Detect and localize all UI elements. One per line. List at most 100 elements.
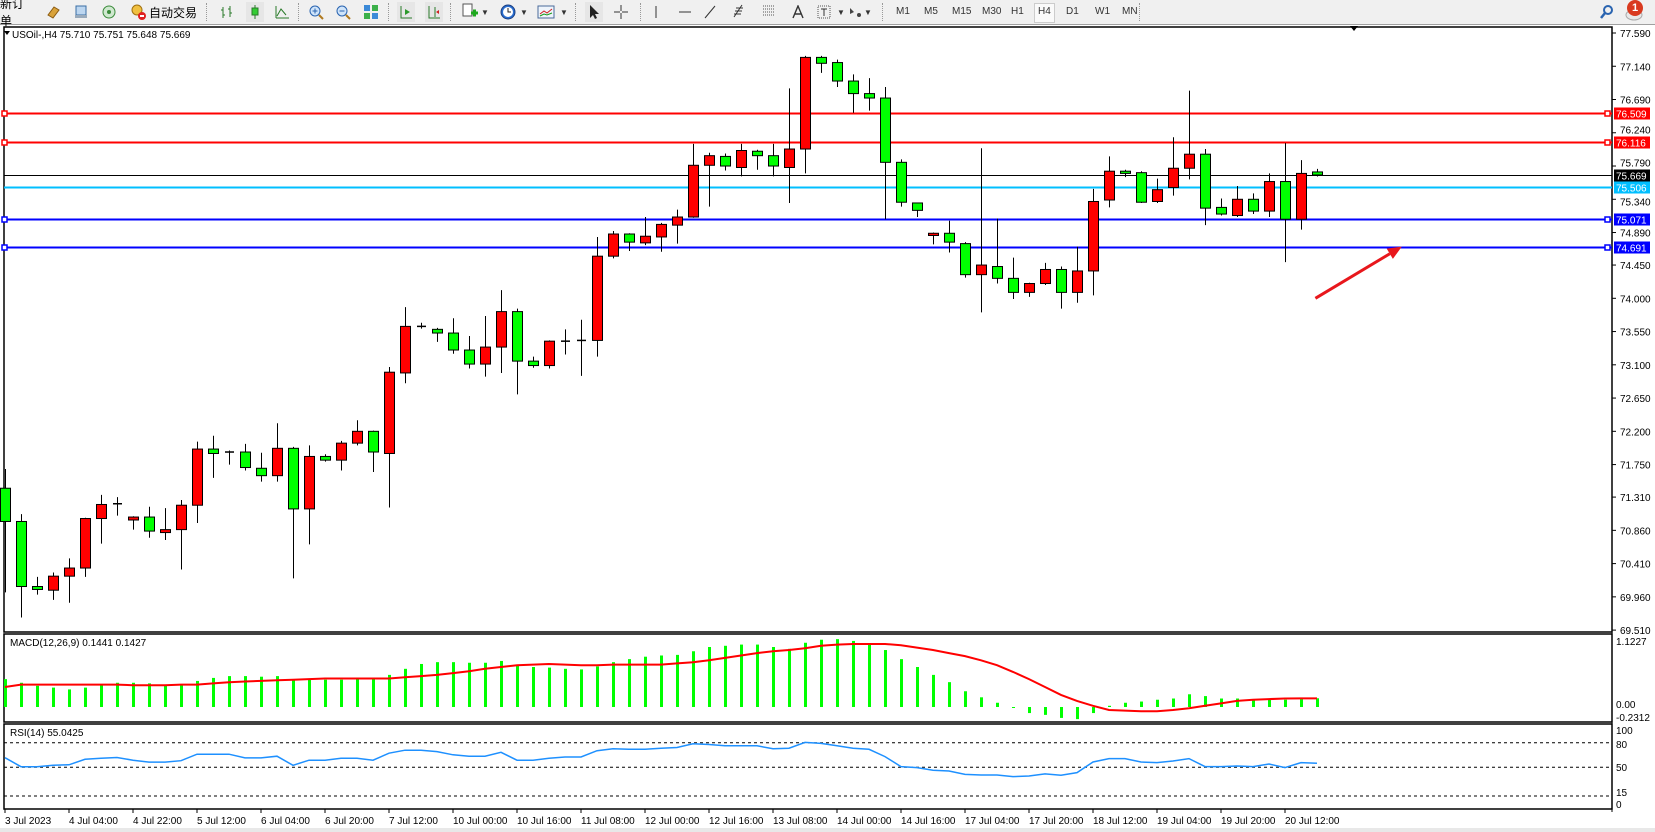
candle[interactable] (1264, 173, 1275, 218)
candle[interactable] (304, 445, 315, 545)
timeframe-h4[interactable]: H4 (1034, 3, 1055, 23)
candle[interactable] (240, 443, 251, 471)
candle[interactable] (480, 316, 491, 377)
text-icon[interactable] (790, 2, 806, 22)
candle[interactable] (1104, 156, 1115, 208)
candle[interactable] (128, 516, 139, 530)
bar-chart-icon[interactable] (218, 2, 236, 22)
tile-windows-icon[interactable] (362, 2, 380, 22)
candle[interactable] (624, 233, 635, 252)
line-handle[interactable] (1604, 216, 1611, 223)
timeframe-m15[interactable]: M15 (952, 6, 972, 17)
candle[interactable] (512, 308, 523, 395)
trendline-icon[interactable] (702, 2, 718, 22)
new-order-button[interactable]: 新订单 (0, 0, 34, 28)
periods-dropdown[interactable]: ▼ (520, 2, 528, 22)
candle[interactable] (272, 423, 283, 482)
candle[interactable] (1120, 169, 1131, 178)
auto-scroll-icon[interactable] (397, 2, 415, 22)
candle[interactable] (496, 290, 507, 373)
candle[interactable] (288, 446, 299, 579)
timeframe-m30[interactable]: M30 (982, 6, 1002, 17)
notification-badge[interactable]: 1 (1627, 0, 1643, 16)
candle[interactable] (704, 152, 715, 207)
annotation-arrow[interactable] (1314, 252, 1391, 300)
candle[interactable] (417, 322, 426, 329)
candle[interactable] (80, 517, 91, 577)
market-watch-icon[interactable] (44, 2, 62, 22)
candle[interactable] (448, 318, 459, 354)
candle[interactable] (976, 148, 987, 313)
timeframe-h1[interactable]: H1 (1011, 6, 1024, 17)
candle[interactable] (608, 231, 619, 259)
line-handle[interactable] (1604, 244, 1611, 251)
templates-dropdown[interactable]: ▼ (560, 2, 568, 22)
candle[interactable] (225, 450, 234, 465)
auto-trading-button[interactable]: 自动交易 (148, 2, 198, 22)
candle[interactable] (1168, 137, 1179, 196)
tools-dropdown[interactable]: ▼ (837, 2, 845, 22)
candle[interactable] (784, 88, 795, 203)
candle[interactable] (656, 222, 667, 252)
candle[interactable] (1088, 188, 1099, 296)
fibo-fan-icon[interactable] (761, 2, 779, 22)
candle[interactable] (960, 242, 971, 278)
candle[interactable] (736, 143, 747, 177)
candle[interactable] (1056, 266, 1067, 309)
candle[interactable] (800, 55, 811, 174)
candle[interactable] (832, 59, 843, 87)
shapes-dropdown[interactable]: ▼ (864, 2, 872, 22)
timeframe-d1[interactable]: D1 (1066, 6, 1079, 17)
candle[interactable] (1296, 160, 1307, 230)
line-handle[interactable] (1, 216, 8, 223)
candle[interactable] (1008, 257, 1019, 300)
timeframe-mn[interactable]: MN (1122, 6, 1138, 17)
candle[interactable] (544, 340, 555, 369)
candle[interactable] (1072, 246, 1083, 303)
candle[interactable] (816, 55, 827, 73)
navigator-icon[interactable] (100, 2, 118, 22)
line-handle[interactable] (1604, 110, 1611, 117)
search-icon[interactable] (1598, 2, 1616, 22)
data-window-icon[interactable] (72, 2, 90, 22)
candle[interactable] (640, 217, 651, 246)
candle[interactable] (864, 78, 875, 111)
candle[interactable] (528, 356, 539, 368)
candle[interactable] (1136, 171, 1147, 203)
candle[interactable] (1200, 149, 1211, 226)
candle[interactable] (320, 454, 331, 462)
candle[interactable] (96, 494, 107, 544)
candlestick-icon[interactable] (246, 2, 264, 22)
candle[interactable] (64, 558, 75, 603)
candle[interactable] (577, 319, 586, 376)
chart-shift-icon[interactable] (425, 2, 443, 22)
indicators-dropdown[interactable]: ▼ (481, 2, 489, 22)
chart-shift-marker-icon[interactable] (1350, 26, 1358, 31)
candle[interactable] (368, 430, 379, 472)
line-handle[interactable] (1, 110, 8, 117)
candle[interactable] (928, 232, 939, 245)
periods-icon[interactable] (498, 2, 518, 22)
candle[interactable] (848, 74, 859, 113)
text-label-icon[interactable] (816, 2, 832, 22)
candle[interactable] (384, 367, 395, 508)
timeframe-m1[interactable]: M1 (896, 6, 910, 17)
candle[interactable] (880, 86, 891, 220)
cursor-icon[interactable] (585, 2, 603, 22)
candle[interactable] (1312, 168, 1323, 177)
candle[interactable] (944, 220, 955, 253)
horizontal-line-icon[interactable] (677, 2, 693, 22)
candle[interactable] (32, 576, 43, 595)
candle[interactable] (561, 329, 570, 355)
line-handle[interactable] (1, 244, 8, 251)
auto-trading-icon[interactable] (128, 2, 148, 22)
candle[interactable] (256, 452, 267, 482)
candle[interactable] (336, 440, 347, 471)
timeframe-m5[interactable]: M5 (924, 6, 938, 17)
candle[interactable] (1040, 262, 1051, 285)
candle[interactable] (688, 143, 699, 218)
crosshair-icon[interactable] (612, 2, 630, 22)
zoom-out-icon[interactable] (334, 2, 352, 22)
candle[interactable] (1184, 90, 1195, 180)
candle[interactable] (1280, 143, 1291, 263)
